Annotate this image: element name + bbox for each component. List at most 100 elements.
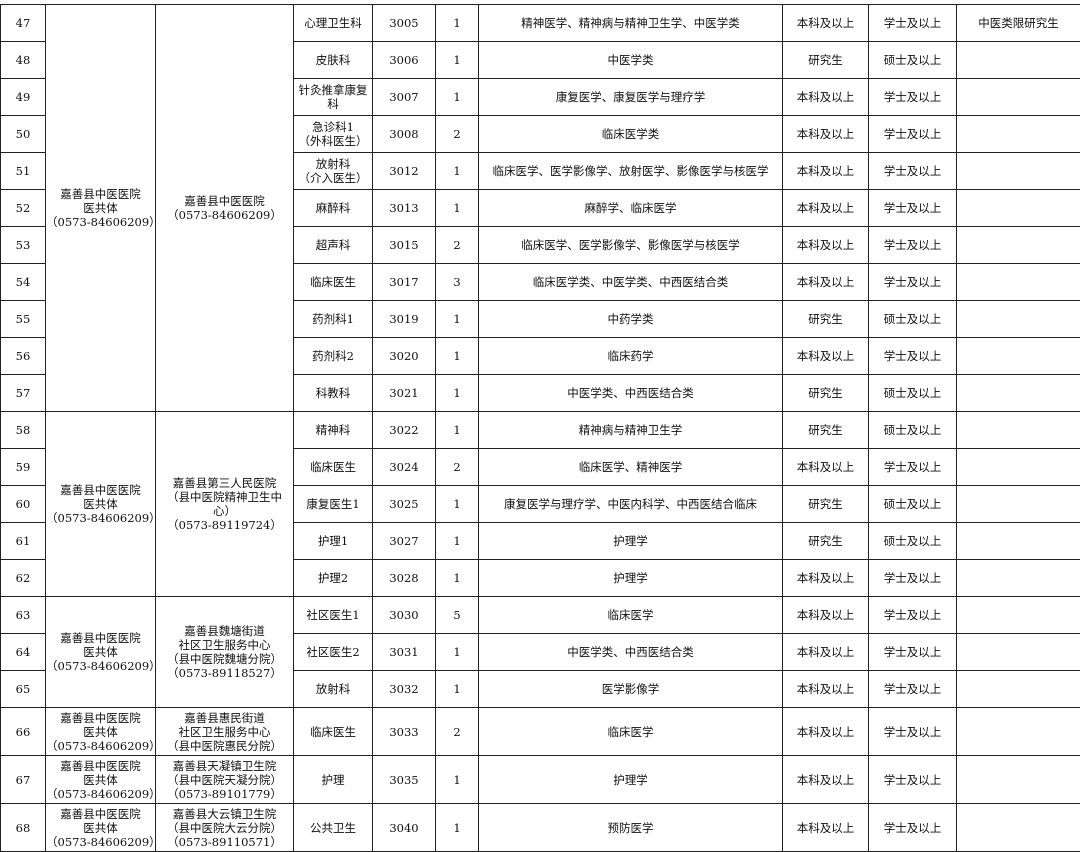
unit: 嘉善县天凝镇卫生院 （县中医院天凝分院） （0573-89101779）: [155, 755, 294, 804]
organization: 嘉善县中医医院 医共体 （0573-84606209）: [45, 411, 156, 597]
count: 1: [435, 633, 479, 671]
organization-line: 医共体: [83, 820, 118, 835]
post-code: 3012: [372, 152, 436, 190]
post: 超声科: [293, 226, 373, 264]
unit-line: （0573-89119724）: [167, 518, 282, 532]
major: 临床医学类、中医学类、中西医结合类: [478, 263, 783, 301]
count: 1: [435, 411, 479, 449]
education: 研究生: [782, 300, 869, 338]
count: 1: [435, 755, 479, 804]
row-number: 50: [0, 115, 46, 153]
unit: 嘉善县惠民街道 社区卫生服务中心 （县中医院惠民分院）: [155, 707, 294, 756]
row-number: 49: [0, 78, 46, 116]
education: 本科及以上: [782, 263, 869, 301]
major: 中医学类、中西医结合类: [478, 374, 783, 412]
unit-line: 社区卫生服务中心: [178, 724, 271, 739]
note: [956, 152, 1080, 190]
organization: 嘉善县中医医院 医共体 （0573-84606209）: [45, 4, 156, 412]
note: [956, 115, 1080, 153]
note: [956, 337, 1080, 375]
note: [956, 41, 1080, 79]
degree: 学士及以上: [868, 670, 957, 708]
post: 针灸推拿康复科: [293, 78, 373, 116]
education: 研究生: [782, 485, 869, 523]
post-code: 3040: [372, 803, 436, 852]
organization-line: 医共体: [83, 201, 118, 215]
post: 护理2: [293, 559, 373, 597]
post: 社区医生1: [293, 596, 373, 634]
table-row: 63 嘉善县中医医院 医共体 （0573-84606209） 嘉善县魏塘街道 社区卫生服务…: [0, 596, 1080, 708]
education: 本科及以上: [782, 633, 869, 671]
degree: 硕士及以上: [868, 522, 957, 560]
note: [956, 670, 1080, 708]
education: 本科及以上: [782, 670, 869, 708]
unit: 嘉善县大云镇卫生院 （县中医院大云分院） （0573-89110571）: [155, 803, 294, 852]
major: 临床医学、医学影像学、放射医学、影像医学与核医学: [478, 152, 783, 190]
post-code: 3017: [372, 263, 436, 301]
degree: 学士及以上: [868, 189, 957, 227]
major: 麻醉学、临床医学: [478, 189, 783, 227]
post-code: 3019: [372, 300, 436, 338]
major: 中医学类: [478, 41, 783, 79]
post-code: 3006: [372, 41, 436, 79]
row-number: 61: [0, 522, 46, 560]
note: [956, 755, 1080, 804]
note: [956, 374, 1080, 412]
education: 研究生: [782, 41, 869, 79]
count: 1: [435, 670, 479, 708]
education: 本科及以上: [782, 755, 869, 804]
post-code: 3008: [372, 115, 436, 153]
organization: 嘉善县中医医院 医共体 （0573-84606209）: [45, 596, 156, 708]
post-code: 3007: [372, 78, 436, 116]
table-row: 52 麻醉科 3013 1 麻醉学、临床医学 本科及以上 学士及以上: [0, 189, 1080, 227]
unit: 嘉善县第三人民医院 （县中医院精神卫生中 心） （0573-89119724）: [155, 411, 294, 597]
organization-line: 医共体: [83, 645, 118, 659]
row-number: 53: [0, 226, 46, 264]
note: 中医类限研究生: [956, 4, 1080, 42]
count: 1: [435, 152, 479, 190]
note: [956, 596, 1080, 634]
unit-line: 社区卫生服务中心: [178, 638, 271, 652]
post-line: 针灸推拿康复: [298, 83, 368, 97]
note: [956, 78, 1080, 116]
post: 急诊科1 （外科医生）: [293, 115, 373, 153]
degree: 硕士及以上: [868, 374, 957, 412]
note: [956, 448, 1080, 486]
education: 本科及以上: [782, 596, 869, 634]
education: 本科及以上: [782, 707, 869, 756]
education: 本科及以上: [782, 803, 869, 852]
unit-line: 嘉善县大云镇卫生院: [172, 806, 277, 821]
count: 1: [435, 189, 479, 227]
degree: 学士及以上: [868, 263, 957, 301]
organization-line: 嘉善县中医医院: [60, 483, 141, 497]
major: 临床医学: [478, 596, 783, 634]
post-line: 社区医生1: [306, 608, 360, 622]
post-code: 3013: [372, 189, 436, 227]
degree: 学士及以上: [868, 448, 957, 486]
table-row: 53 超声科 3015 2 临床医学、医学影像学、影像医学与核医学 本科及以上 学士及以上: [0, 226, 1080, 264]
count: 2: [435, 115, 479, 153]
major: 预防医学: [478, 803, 783, 852]
degree: 学士及以上: [868, 633, 957, 671]
organization-line: 医共体: [83, 497, 118, 511]
organization-line: 医共体: [83, 772, 118, 787]
post-code: 3028: [372, 559, 436, 597]
unit-line: （县中医院精神卫生中: [167, 490, 282, 504]
row-number: 54: [0, 263, 46, 301]
post-line: 护理2: [317, 571, 349, 585]
post: 康复医生1: [293, 485, 373, 523]
major: 护理学: [478, 755, 783, 804]
note: [956, 411, 1080, 449]
row-number: 67: [0, 755, 46, 804]
post-line: 药剂科2: [312, 349, 354, 363]
major: 临床医学: [478, 707, 783, 756]
post: 临床医生: [293, 263, 373, 301]
degree: 学士及以上: [868, 337, 957, 375]
note: [956, 559, 1080, 597]
note: [956, 633, 1080, 671]
count: 2: [435, 448, 479, 486]
education: 研究生: [782, 374, 869, 412]
education: 本科及以上: [782, 226, 869, 264]
count: 5: [435, 596, 479, 634]
